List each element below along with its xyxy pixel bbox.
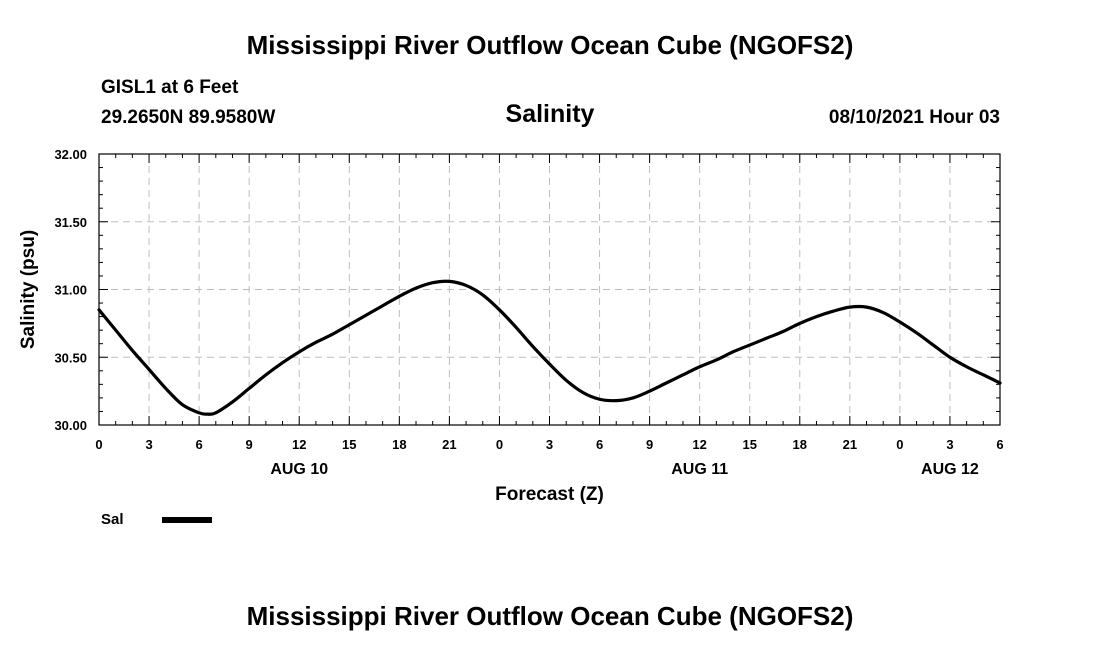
x-tick-label: 0 bbox=[496, 437, 503, 452]
x-tick-label: 21 bbox=[843, 437, 857, 452]
x-tick-label: 15 bbox=[742, 437, 756, 452]
series-line-sal bbox=[97, 279, 1002, 416]
x-tick-label: 18 bbox=[793, 437, 807, 452]
station-name: GISL1 at 6 Feet bbox=[101, 77, 239, 98]
x-tick-label: 6 bbox=[195, 437, 202, 452]
x-tick-label: 3 bbox=[946, 437, 953, 452]
y-axis-title: Salinity (psu) bbox=[18, 230, 39, 349]
station-coordinates: 29.2650N 89.9580W bbox=[101, 107, 276, 128]
y-tick-label: 30.50 bbox=[54, 350, 87, 365]
axis-ticks bbox=[98, 153, 1001, 426]
x-tick-label: 9 bbox=[246, 437, 253, 452]
x-tick-label: 12 bbox=[692, 437, 706, 452]
x-tick-label: 9 bbox=[646, 437, 653, 452]
x-tick-label: 18 bbox=[392, 437, 406, 452]
x-tick-label: 21 bbox=[442, 437, 456, 452]
date-label: AUG 12 bbox=[921, 461, 979, 478]
chart-title: Mississippi River Outflow Ocean Cube (NG… bbox=[246, 30, 854, 60]
x-tick-label: 6 bbox=[996, 437, 1003, 452]
x-tick-label: 0 bbox=[95, 437, 102, 452]
tick-labels: 0 3 6 9 12 15 18 21 0 3 6 9 12 15 18 21 0 3 6 30.00 30.50 31.… bbox=[54, 147, 1003, 478]
x-tick-label: 6 bbox=[596, 437, 603, 452]
legend-label: Sal bbox=[101, 511, 124, 528]
x-tick-label: 12 bbox=[292, 437, 306, 452]
variable-title: Salinity bbox=[505, 100, 595, 128]
x-tick-label: 3 bbox=[145, 437, 152, 452]
y-tick-label: 30.00 bbox=[54, 418, 87, 433]
x-axis-title: Forecast (Z) bbox=[495, 484, 604, 505]
forecast-datetime: 08/10/2021 Hour 03 bbox=[828, 107, 1000, 128]
date-label: AUG 11 bbox=[671, 461, 728, 478]
x-tick-label: 15 bbox=[342, 437, 356, 452]
legend-swatch bbox=[162, 517, 212, 523]
y-tick-label: 31.00 bbox=[54, 283, 87, 298]
x-tick-label: 0 bbox=[896, 437, 903, 452]
y-tick-label: 31.50 bbox=[54, 215, 87, 230]
x-tick-label: 3 bbox=[546, 437, 553, 452]
date-label: AUG 10 bbox=[270, 461, 328, 478]
y-tick-label: 32.00 bbox=[54, 147, 87, 162]
grid bbox=[99, 154, 1000, 425]
footer-title: Mississippi River Outflow Ocean Cube (NG… bbox=[246, 601, 854, 631]
